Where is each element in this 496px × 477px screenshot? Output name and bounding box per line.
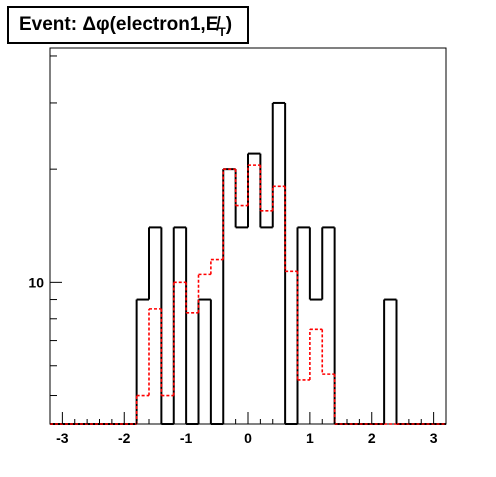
title-met-symbol: E̸ <box>205 14 219 35</box>
x-tick-label: -3 <box>56 430 69 446</box>
y-tick-label: 10 <box>28 274 44 290</box>
chart-title-box: Event: Δφ(electron1,E̸T) <box>7 6 249 44</box>
title-met-subscript: T <box>218 25 226 39</box>
x-tick-label: 2 <box>368 430 376 446</box>
x-tick-label: 0 <box>244 430 252 446</box>
x-tick-label: -2 <box>118 430 131 446</box>
x-tick-label: -1 <box>180 430 193 446</box>
x-tick-label: 3 <box>430 430 438 446</box>
plot-frame <box>49 47 447 425</box>
series-0 <box>50 101 446 425</box>
chart-title: Event: Δφ(electron1,E̸T) <box>19 14 233 39</box>
x-tick-label: 1 <box>306 430 314 446</box>
series-1 <box>50 164 446 425</box>
title-close: ) <box>225 14 233 35</box>
title-main: Event: Δφ(electron1, <box>19 14 206 35</box>
